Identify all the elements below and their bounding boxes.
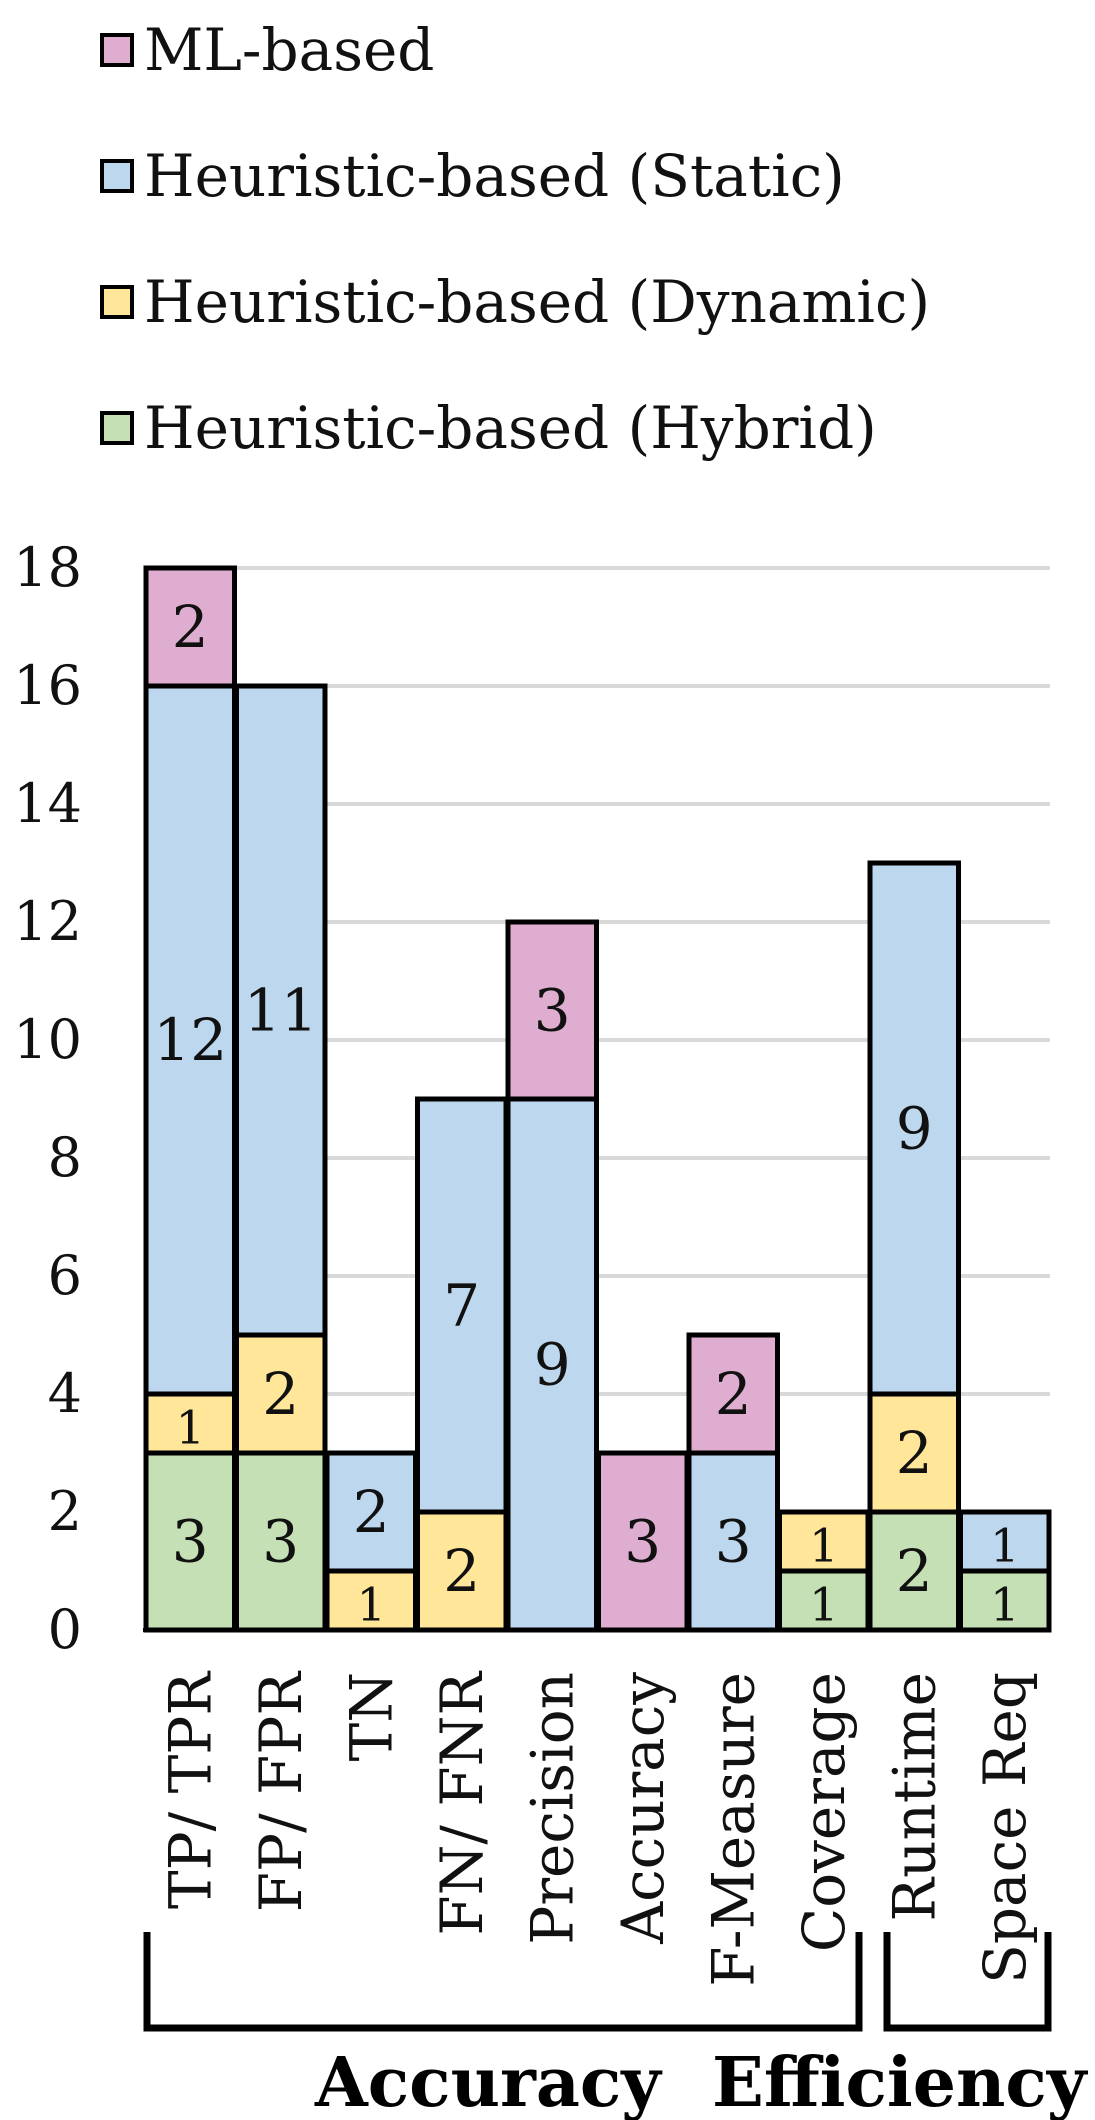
data-label: 9	[534, 1331, 571, 1399]
bar-segment	[143, 1450, 237, 1633]
bar-segment	[415, 1096, 509, 1515]
data-label: 2	[715, 1360, 752, 1428]
legend-label: Heuristic-based (Hybrid)	[144, 394, 877, 462]
x-tick-label: TP/ TPR	[156, 1670, 224, 1909]
group-label: Efficiency	[712, 2043, 1089, 2120]
legend-swatch	[100, 285, 134, 319]
y-tick-label: 16	[13, 654, 82, 717]
data-label: 1	[357, 1578, 386, 1632]
data-label: 3	[624, 1508, 661, 1576]
x-tick-label: F-Measure	[699, 1672, 767, 1987]
x-tick-label: Runtime	[880, 1672, 948, 1922]
y-tick-label: 10	[13, 1008, 82, 1071]
legend-item: Heuristic-based (Hybrid)	[100, 388, 877, 468]
bar-segment	[505, 1096, 599, 1633]
data-label: 1	[809, 1578, 838, 1632]
group-bracket	[883, 1932, 1052, 2032]
data-label: 7	[443, 1272, 480, 1340]
data-label: 3	[715, 1508, 752, 1576]
data-label: 11	[244, 977, 318, 1045]
legend-swatch	[100, 33, 134, 67]
legend-item: Heuristic-based (Static)	[100, 136, 845, 216]
legend-label: Heuristic-based (Static)	[144, 142, 845, 210]
legend-swatch	[100, 411, 134, 445]
x-tick-label: Space Req	[971, 1672, 1039, 1984]
legend-label: ML-based	[144, 16, 435, 84]
y-tick-label: 12	[13, 890, 82, 953]
data-label: 1	[176, 1401, 205, 1455]
data-label: 2	[262, 1360, 299, 1428]
data-label: 2	[896, 1419, 933, 1487]
y-tick-label: 4	[48, 1362, 82, 1425]
data-label: 12	[153, 1006, 227, 1074]
data-label: 3	[172, 1508, 209, 1576]
y-tick-label: 8	[48, 1126, 82, 1189]
y-tick-label: 6	[48, 1244, 82, 1307]
x-tick-label: Accuracy	[609, 1672, 677, 1945]
bar-segment	[596, 1450, 690, 1633]
data-label: 2	[172, 593, 209, 661]
x-tick-label: FN/ FNR	[428, 1670, 496, 1936]
data-label: 2	[896, 1537, 933, 1605]
bar-segment	[505, 919, 599, 1102]
legend-item: ML-based	[100, 10, 434, 90]
data-label: 1	[990, 1578, 1019, 1632]
bar-segment	[686, 1332, 780, 1456]
y-tick-label: 14	[13, 772, 82, 835]
data-label: 2	[443, 1537, 480, 1605]
bar-segment	[867, 1391, 961, 1515]
bar-segment	[867, 860, 961, 1397]
data-label: 3	[534, 977, 571, 1045]
y-tick-label: 0	[48, 1598, 82, 1661]
group-bracket	[143, 1932, 863, 2032]
legend-swatch	[100, 159, 134, 193]
y-tick-label: 2	[48, 1480, 82, 1543]
data-label: 9	[896, 1095, 933, 1163]
x-tick-label: Precision	[518, 1672, 586, 1945]
bar-segment	[958, 1509, 1052, 1574]
data-label: 1	[809, 1519, 838, 1573]
bar-segment	[777, 1509, 871, 1574]
group-label: Accuracy	[314, 2043, 663, 2120]
x-tick-label: Coverage	[790, 1672, 858, 1952]
bar-segment	[234, 683, 328, 1338]
x-tick-label: TN	[337, 1672, 405, 1761]
bar-segment	[143, 565, 237, 689]
data-label: 2	[353, 1478, 390, 1546]
y-tick-label: 18	[13, 536, 82, 599]
data-label: 3	[262, 1508, 299, 1576]
x-tick-label: FP/ FPR	[247, 1670, 315, 1913]
legend-label: Heuristic-based (Dynamic)	[144, 268, 931, 336]
data-label: 1	[990, 1519, 1019, 1573]
legend-item: Heuristic-based (Dynamic)	[100, 262, 930, 342]
